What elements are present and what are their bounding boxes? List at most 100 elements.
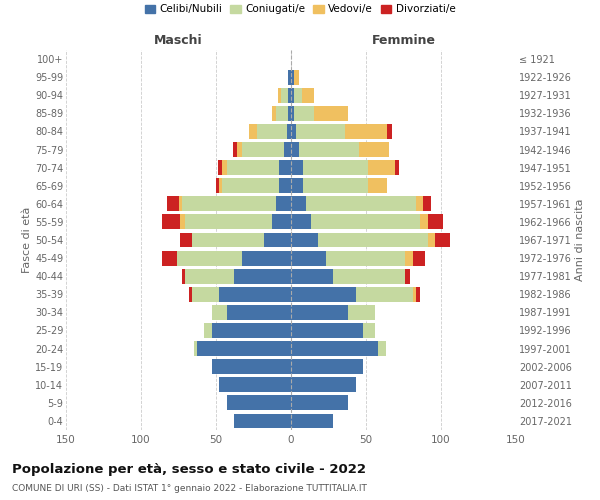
- Bar: [212, 305, 227, 320]
- Bar: [212, 359, 291, 374]
- Bar: [415, 196, 423, 211]
- Bar: [291, 106, 294, 121]
- Bar: [291, 88, 294, 102]
- Bar: [219, 178, 222, 193]
- Bar: [294, 106, 314, 121]
- Legend: Celibi/Nubili, Coniugati/e, Vedovi/e, Divorziati/e: Celibi/Nubili, Coniugati/e, Vedovi/e, Di…: [140, 0, 460, 18]
- Bar: [237, 142, 241, 157]
- Bar: [405, 250, 413, 266]
- Bar: [249, 124, 257, 139]
- Bar: [288, 106, 291, 121]
- Bar: [291, 323, 363, 338]
- Bar: [222, 160, 227, 175]
- Text: Maschi: Maschi: [154, 34, 203, 48]
- Bar: [276, 106, 288, 121]
- Bar: [302, 88, 314, 102]
- Bar: [291, 359, 363, 374]
- Bar: [367, 178, 387, 193]
- Bar: [291, 269, 333, 283]
- Bar: [367, 160, 395, 175]
- Bar: [284, 142, 291, 157]
- Bar: [291, 287, 355, 302]
- Bar: [311, 214, 420, 230]
- Bar: [281, 88, 288, 102]
- Bar: [257, 124, 287, 139]
- Bar: [291, 414, 333, 428]
- Bar: [294, 88, 302, 102]
- Bar: [279, 160, 291, 175]
- Bar: [271, 106, 276, 121]
- Bar: [233, 142, 237, 157]
- Bar: [420, 214, 427, 230]
- Bar: [277, 88, 281, 102]
- Bar: [162, 214, 180, 230]
- Bar: [212, 323, 291, 338]
- Bar: [193, 341, 197, 356]
- Bar: [180, 214, 185, 230]
- Bar: [291, 396, 348, 410]
- Bar: [405, 269, 409, 283]
- Bar: [413, 250, 425, 266]
- Bar: [355, 287, 413, 302]
- Bar: [288, 70, 291, 84]
- Bar: [185, 214, 271, 230]
- Bar: [291, 196, 306, 211]
- Bar: [427, 232, 435, 248]
- Text: Femmine: Femmine: [371, 34, 436, 48]
- Bar: [291, 250, 325, 266]
- Bar: [291, 178, 303, 193]
- Text: COMUNE DI URI (SS) - Dati ISTAT 1° gennaio 2022 - Elaborazione TUTTITALIA.IT: COMUNE DI URI (SS) - Dati ISTAT 1° genna…: [12, 484, 367, 493]
- Bar: [395, 160, 399, 175]
- Y-axis label: Anni di nascita: Anni di nascita: [575, 198, 584, 281]
- Bar: [167, 196, 179, 211]
- Bar: [345, 124, 387, 139]
- Bar: [291, 142, 299, 157]
- Bar: [291, 70, 294, 84]
- Bar: [378, 341, 386, 356]
- Bar: [185, 269, 234, 283]
- Y-axis label: Fasce di età: Fasce di età: [22, 207, 32, 273]
- Bar: [291, 341, 378, 356]
- Bar: [303, 178, 367, 193]
- Bar: [303, 160, 367, 175]
- Bar: [219, 378, 291, 392]
- Bar: [296, 124, 345, 139]
- Bar: [227, 160, 279, 175]
- Bar: [291, 305, 348, 320]
- Bar: [179, 196, 182, 211]
- Bar: [299, 142, 359, 157]
- Text: Popolazione per età, sesso e stato civile - 2022: Popolazione per età, sesso e stato civil…: [12, 462, 366, 475]
- Bar: [182, 196, 276, 211]
- Bar: [291, 378, 355, 392]
- Bar: [291, 160, 303, 175]
- Bar: [291, 214, 311, 230]
- Bar: [348, 305, 375, 320]
- Bar: [413, 287, 415, 302]
- Bar: [264, 232, 291, 248]
- Bar: [192, 287, 219, 302]
- Bar: [204, 323, 212, 338]
- Bar: [182, 269, 185, 283]
- Bar: [279, 178, 291, 193]
- Bar: [363, 323, 375, 338]
- Bar: [241, 142, 284, 157]
- Bar: [359, 142, 389, 157]
- Bar: [162, 250, 177, 266]
- Bar: [387, 124, 392, 139]
- Bar: [218, 160, 222, 175]
- Bar: [415, 287, 420, 302]
- Bar: [314, 106, 348, 121]
- Bar: [288, 88, 291, 102]
- Bar: [216, 178, 219, 193]
- Bar: [294, 70, 299, 84]
- Bar: [234, 269, 291, 283]
- Bar: [435, 232, 450, 248]
- Bar: [333, 269, 405, 283]
- Bar: [227, 396, 291, 410]
- Bar: [325, 250, 405, 266]
- Bar: [423, 196, 431, 211]
- Bar: [177, 250, 241, 266]
- Bar: [291, 124, 296, 139]
- Bar: [241, 250, 291, 266]
- Bar: [197, 341, 291, 356]
